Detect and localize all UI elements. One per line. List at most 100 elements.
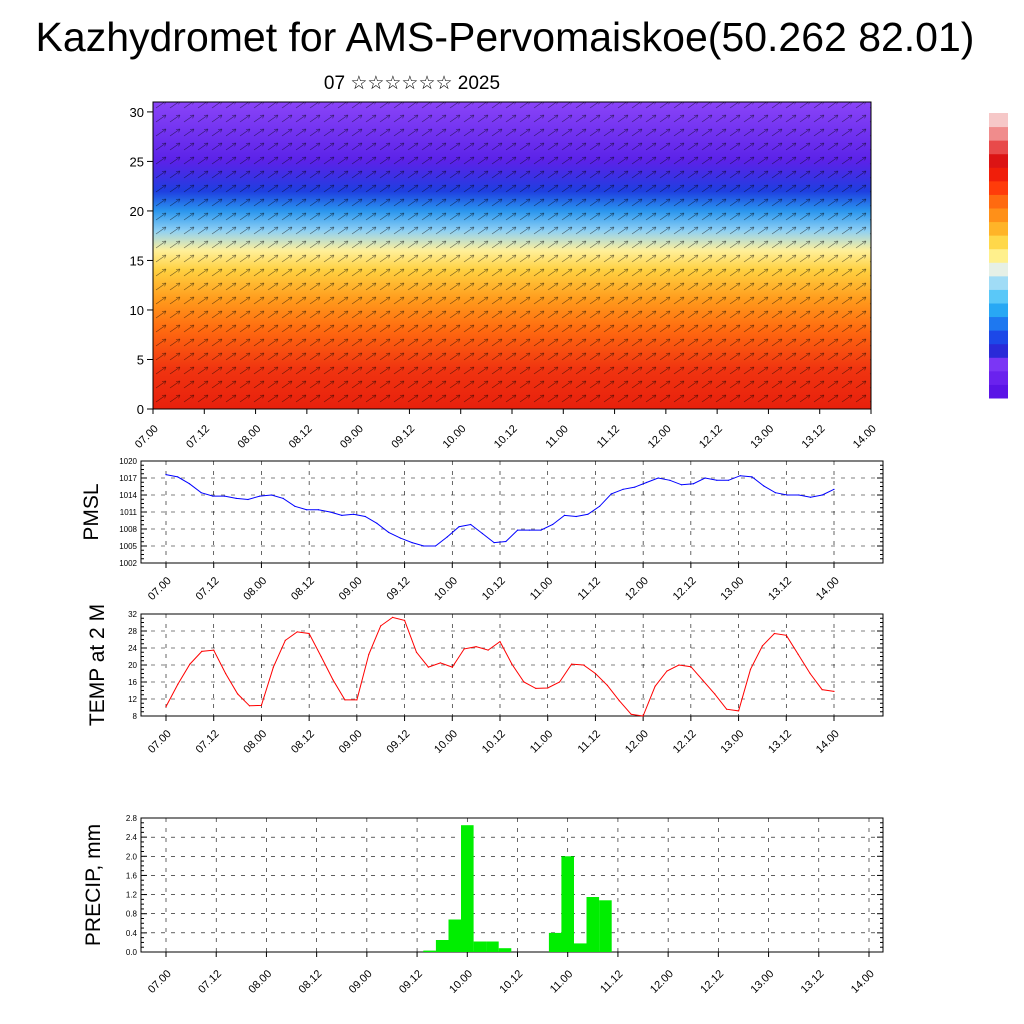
temp-point [260, 704, 262, 707]
precip-bar [586, 897, 600, 952]
temp-point [606, 684, 609, 687]
pmsl-point [212, 495, 214, 497]
x-tick-label: 12.12 [698, 968, 726, 996]
colorbar-swatch [989, 140, 1008, 155]
temp-point [642, 715, 644, 717]
x-tick-label: 08.12 [289, 575, 317, 603]
x-tick-label: 10.00 [447, 968, 475, 996]
y-tick-label: 8 [133, 712, 138, 721]
section-x-tick-label: 08.00 [235, 423, 263, 451]
precip-bar [461, 825, 474, 952]
temp-point [475, 646, 477, 648]
colorbar-swatch [989, 167, 1008, 182]
colorbar-swatch [989, 180, 1008, 195]
section-y-tick-label: 15 [130, 253, 144, 268]
temp-point [296, 631, 298, 633]
x-tick-label: 10.12 [480, 575, 508, 603]
pmsl-point [188, 483, 190, 485]
temp-point [678, 664, 680, 666]
temp-point [666, 670, 668, 672]
y-tick-label: 1002 [119, 559, 137, 568]
pmsl-point [833, 488, 835, 490]
x-tick-label: 07.12 [194, 728, 222, 756]
pmsl-point [681, 484, 683, 486]
pmsl-point [481, 532, 483, 535]
x-tick-label: 11.00 [548, 968, 575, 995]
x-tick-label: 13.12 [766, 575, 794, 603]
cross-section-panel: 0 5 10 15 20 25 30 07.00 07.12 08.00 08.12 09.00 09.… [130, 101, 879, 451]
panel-frame [140, 613, 884, 717]
section-y-tick-label: 10 [130, 303, 144, 318]
x-tick-label: 09.12 [384, 575, 412, 603]
temp-point [714, 693, 716, 695]
colorbar-swatch [989, 343, 1008, 358]
temp-point [308, 632, 310, 635]
pmsl-point [739, 475, 741, 477]
section-y-tick-label: 20 [130, 204, 144, 219]
colorbar [989, 113, 1008, 399]
pmsl-point [177, 476, 179, 478]
pmsl-point [587, 513, 589, 515]
pmsl-point [434, 545, 437, 547]
x-tick-label: 08.00 [241, 728, 269, 756]
temp-point [248, 705, 251, 707]
colorbar-swatch [989, 235, 1008, 250]
y-tick-label: 1014 [119, 491, 137, 500]
temp-point [511, 663, 513, 665]
x-tick-label: 12.12 [671, 575, 699, 603]
x-tick-label: 08.00 [241, 575, 269, 603]
pmsl-point [786, 494, 788, 496]
pmsl-point [505, 540, 507, 543]
x-tick-label: 11.00 [528, 575, 555, 602]
panel-frame [140, 460, 884, 564]
pmsl-point [165, 474, 167, 476]
pmsl-point [224, 495, 226, 497]
x-tick-label: 12.12 [671, 728, 699, 756]
precip-bar [498, 948, 512, 952]
x-tick-label: 09.00 [337, 728, 365, 756]
colorbar-swatch [989, 370, 1008, 385]
pmsl-point [716, 479, 718, 481]
x-tick-label: 11.12 [576, 575, 603, 602]
pmsl-point [622, 488, 624, 490]
pmsl-point [247, 498, 249, 501]
section-x-tick-label: 08.12 [287, 423, 315, 451]
y-tick-label: 0.8 [126, 910, 138, 919]
x-tick-label: 10.00 [432, 575, 460, 603]
pmsl-point [810, 496, 812, 498]
temp-point [559, 681, 561, 683]
pmsl-point [704, 477, 706, 479]
section-y-tick-label: 25 [130, 154, 144, 169]
pmsl-point [610, 493, 612, 495]
pmsl-point [657, 477, 659, 479]
pmsl-point [317, 509, 319, 511]
x-tick-label: 07.00 [146, 728, 174, 756]
temp-point [392, 616, 394, 619]
y-axis-title: PRECIP, mm [82, 824, 105, 946]
pmsl-point [352, 513, 355, 515]
wind-arrows-overlay [153, 102, 871, 409]
temp-point [773, 632, 776, 635]
temp-point [415, 651, 418, 653]
pmsl-point [270, 494, 273, 496]
section-x-tick-label: 13.00 [748, 423, 776, 451]
pmsl-point [493, 542, 495, 544]
temp-point [451, 666, 453, 668]
section-x-tick-label: 07.00 [133, 423, 161, 451]
x-tick-label: 09.00 [347, 968, 375, 996]
temp-point [225, 672, 227, 675]
x-tick-label: 07.00 [146, 968, 174, 996]
precip-bar [574, 943, 587, 952]
precip-bar [486, 941, 499, 952]
pmsl-point [763, 485, 765, 487]
temp-point [499, 641, 501, 643]
pmsl-point [376, 522, 378, 524]
section-x-tick-label: 09.00 [338, 423, 366, 451]
pmsl-point [294, 505, 296, 507]
section-x-tick-label: 07.12 [184, 423, 212, 451]
y-tick-label: 16 [128, 678, 137, 687]
section-x-tick-label: 14.00 [851, 423, 879, 451]
section-y-tick-label: 0 [137, 402, 144, 417]
x-tick-label: 14.00 [814, 575, 842, 603]
pmsl-point [563, 514, 566, 517]
